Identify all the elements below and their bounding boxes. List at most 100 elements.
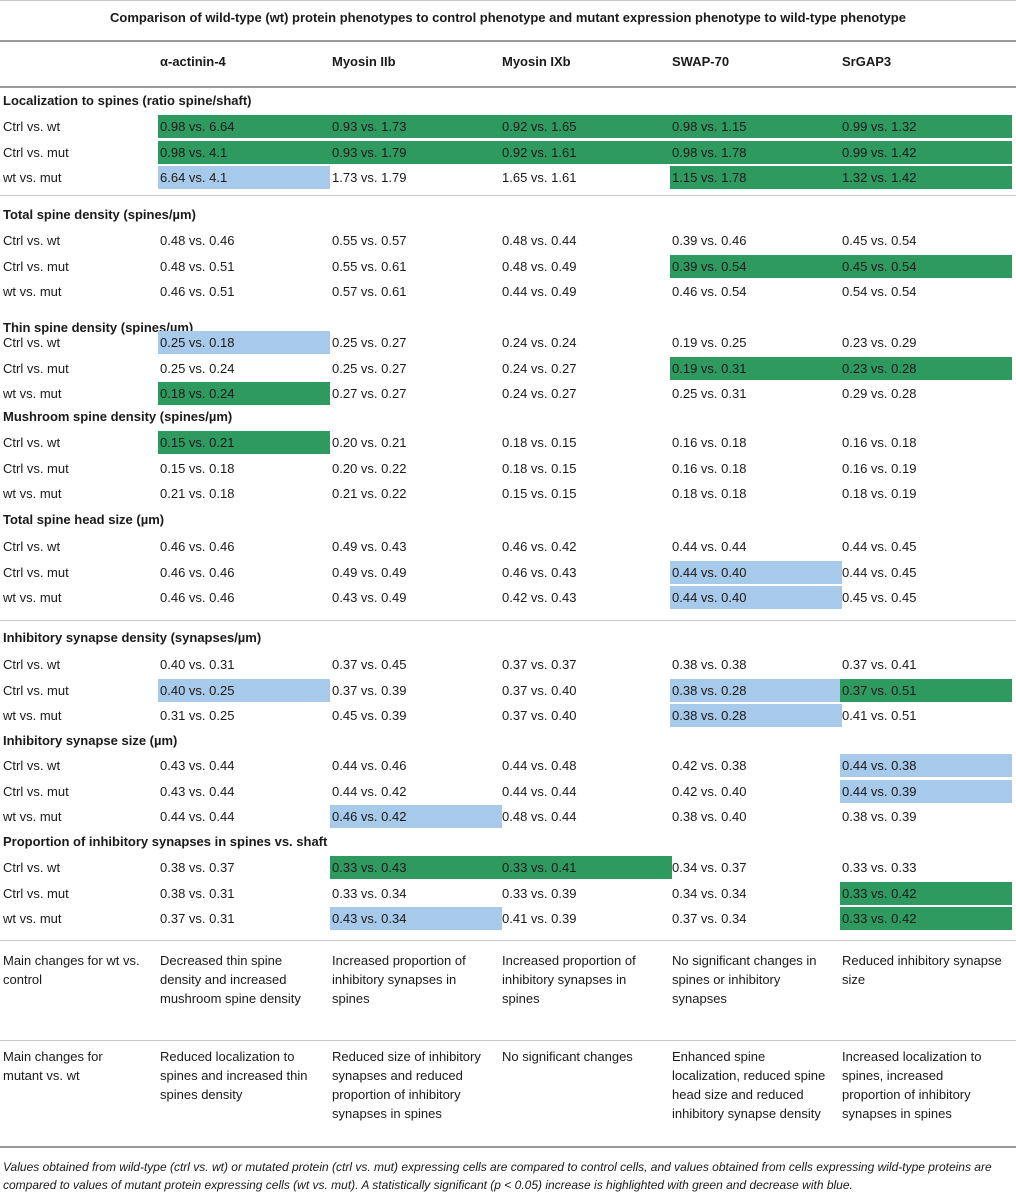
table-cell: 0.18 vs. 0.15 <box>502 435 577 450</box>
table-cell: 0.23 vs. 0.28 <box>840 356 1012 380</box>
table-cell: 0.44 vs. 0.38 <box>840 754 1012 777</box>
table-cell: 0.33 vs. 0.42 <box>840 881 1012 905</box>
summary-label: Main changes for wt vs. control <box>3 953 140 987</box>
row-label: wt vs. mut <box>3 284 62 299</box>
table-cell: 0.19 vs. 0.31 <box>670 356 842 380</box>
row-label: Ctrl vs. wt <box>3 435 61 450</box>
section-title-inhibitory-synapse-size-m: Inhibitory synapse size (µm) <box>3 733 178 748</box>
table-cell: 0.48 vs. 0.46 <box>160 233 235 248</box>
table-cell: 0.99 vs. 1.32 <box>840 115 1012 138</box>
table-cell: 0.44 vs. 0.46 <box>332 758 407 773</box>
table-cell: 0.43 vs. 0.44 <box>160 758 235 773</box>
table-cell: 0.24 vs. 0.27 <box>502 360 577 376</box>
summary-label: Main changes for mutant vs. wt <box>3 1049 103 1083</box>
summary-cell: Reduced inhibitory synapse size <box>842 953 1002 987</box>
table-cell: 0.37 vs. 0.39 <box>332 682 407 698</box>
table-cell: 0.44 vs. 0.42 <box>332 783 407 799</box>
table-cell: 0.37 vs. 0.40 <box>502 708 577 723</box>
table-cell: 0.54 vs. 0.54 <box>842 284 917 299</box>
table-cell: 0.45 vs. 0.54 <box>842 233 917 248</box>
row-label: Ctrl vs. mut <box>3 885 69 901</box>
row-label: Ctrl vs. wt <box>3 539 61 554</box>
table-cell: 0.43 vs. 0.34 <box>330 907 502 930</box>
table-cell: 0.24 vs. 0.24 <box>502 335 577 350</box>
section-title-inhibitory-synapse-density-syn: Inhibitory synapse density (synapses/µm) <box>3 630 262 645</box>
table-cell: 0.98 vs. 1.78 <box>670 140 842 164</box>
section-title-thin-spine-density-spines-m: Thin spine density (spines/µm) <box>3 320 194 335</box>
table-cell: 0.43 vs. 0.49 <box>332 590 407 605</box>
table-cell: 0.16 vs. 0.18 <box>672 435 747 450</box>
column-header-myosin-iib: Myosin IIb <box>332 54 396 69</box>
table-cell: 0.98 vs. 1.15 <box>670 115 842 138</box>
row-label: Ctrl vs. mut <box>3 783 69 799</box>
table-cell: 0.25 vs. 0.18 <box>158 331 330 354</box>
table-caption: Comparison of wild-type (wt) protein phe… <box>110 10 906 25</box>
table-cell: 0.27 vs. 0.27 <box>332 386 407 401</box>
table-cell: 0.40 vs. 0.25 <box>158 678 330 702</box>
table-cell: 0.92 vs. 1.65 <box>500 115 672 138</box>
table-cell: 0.34 vs. 0.34 <box>672 885 747 901</box>
table-cell: 0.44 vs. 0.44 <box>672 539 747 554</box>
table-cell: 0.38 vs. 0.28 <box>670 704 842 727</box>
table-cell: 0.25 vs. 0.27 <box>332 335 407 350</box>
row-label: wt vs. mut <box>3 486 62 501</box>
table-cell: 0.46 vs. 0.51 <box>160 284 235 299</box>
row-label: wt vs. mut <box>3 170 62 185</box>
table-cell: 0.39 vs. 0.54 <box>670 254 842 278</box>
row-label: Ctrl vs. mut <box>3 460 69 476</box>
table-cell: 0.49 vs. 0.43 <box>332 539 407 554</box>
summary-cell: Increased proportion of inhibitory synap… <box>502 953 636 1006</box>
table-cell: 0.19 vs. 0.25 <box>672 335 747 350</box>
section-title-total-spine-density-spines-m: Total spine density (spines/µm) <box>3 207 196 222</box>
row-label: wt vs. mut <box>3 809 62 824</box>
table-cell: 0.38 vs. 0.31 <box>160 885 235 901</box>
table-cell: 0.38 vs. 0.28 <box>670 678 842 702</box>
table-cell: 0.45 vs. 0.54 <box>840 254 1012 278</box>
table-cell: 0.46 vs. 0.42 <box>502 539 577 554</box>
table-cell: 1.32 vs. 1.42 <box>840 166 1012 189</box>
table-cell: 0.49 vs. 0.49 <box>332 564 407 580</box>
summary-cell: Reduced size of inhibitory synapses and … <box>332 1049 481 1121</box>
column-header-myosin-ixb: Myosin IXb <box>502 54 571 69</box>
table-cell: 0.39 vs. 0.46 <box>672 233 747 248</box>
row-label: Ctrl vs. wt <box>3 758 61 773</box>
table-cell: 0.18 vs. 0.24 <box>158 382 330 405</box>
table-cell: 0.48 vs. 0.44 <box>502 233 577 248</box>
table-cell: 0.42 vs. 0.38 <box>672 758 747 773</box>
row-label: Ctrl vs. mut <box>3 564 69 580</box>
summary-rule <box>0 1040 1016 1041</box>
table-cell: 0.34 vs. 0.37 <box>672 860 747 875</box>
table-cell: 0.38 vs. 0.38 <box>672 657 747 672</box>
row-label: Ctrl vs. mut <box>3 144 69 160</box>
summary-cell: Increased proportion of inhibitory synap… <box>332 953 466 1006</box>
table-cell: 0.38 vs. 0.37 <box>160 860 235 875</box>
table-cell: 0.33 vs. 0.41 <box>500 856 672 879</box>
table-cell: 0.16 vs. 0.18 <box>842 435 917 450</box>
row-label: Ctrl vs. mut <box>3 682 69 698</box>
table-footnote: Values obtained from wild-type (ctrl vs.… <box>3 1160 992 1192</box>
caption-rule <box>0 40 1016 42</box>
table-cell: 0.15 vs. 0.15 <box>502 486 577 501</box>
row-label: Ctrl vs. wt <box>3 119 61 134</box>
table-cell: 0.46 vs. 0.54 <box>672 284 747 299</box>
table-cell: 0.15 vs. 0.18 <box>160 460 235 476</box>
table-cell: 0.23 vs. 0.29 <box>842 335 917 350</box>
table-cell: 0.18 vs. 0.18 <box>672 486 747 501</box>
table-cell: 0.37 vs. 0.40 <box>502 682 577 698</box>
table-cell: 0.33 vs. 0.33 <box>842 860 917 875</box>
table-cell: 0.25 vs. 0.31 <box>672 386 747 401</box>
table-cell: 0.46 vs. 0.42 <box>330 805 502 828</box>
table-cell: 0.48 vs. 0.51 <box>160 258 235 274</box>
table-cell: 0.37 vs. 0.34 <box>672 911 747 926</box>
table-cell: 0.25 vs. 0.27 <box>332 360 407 376</box>
table-cell: 0.46 vs. 0.43 <box>502 564 577 580</box>
section-title-proportion-of-inhibitory-synap: Proportion of inhibitory synapses in spi… <box>3 834 328 849</box>
table-cell: 1.73 vs. 1.79 <box>332 170 407 185</box>
table-cell: 0.31 vs. 0.25 <box>160 708 235 723</box>
table-cell: 0.42 vs. 0.43 <box>502 590 577 605</box>
table-cell: 0.98 vs. 4.1 <box>158 140 330 164</box>
table-cell: 0.21 vs. 0.18 <box>160 486 235 501</box>
table-cell: 0.20 vs. 0.21 <box>332 435 407 450</box>
table-cell: 0.40 vs. 0.31 <box>160 657 235 672</box>
